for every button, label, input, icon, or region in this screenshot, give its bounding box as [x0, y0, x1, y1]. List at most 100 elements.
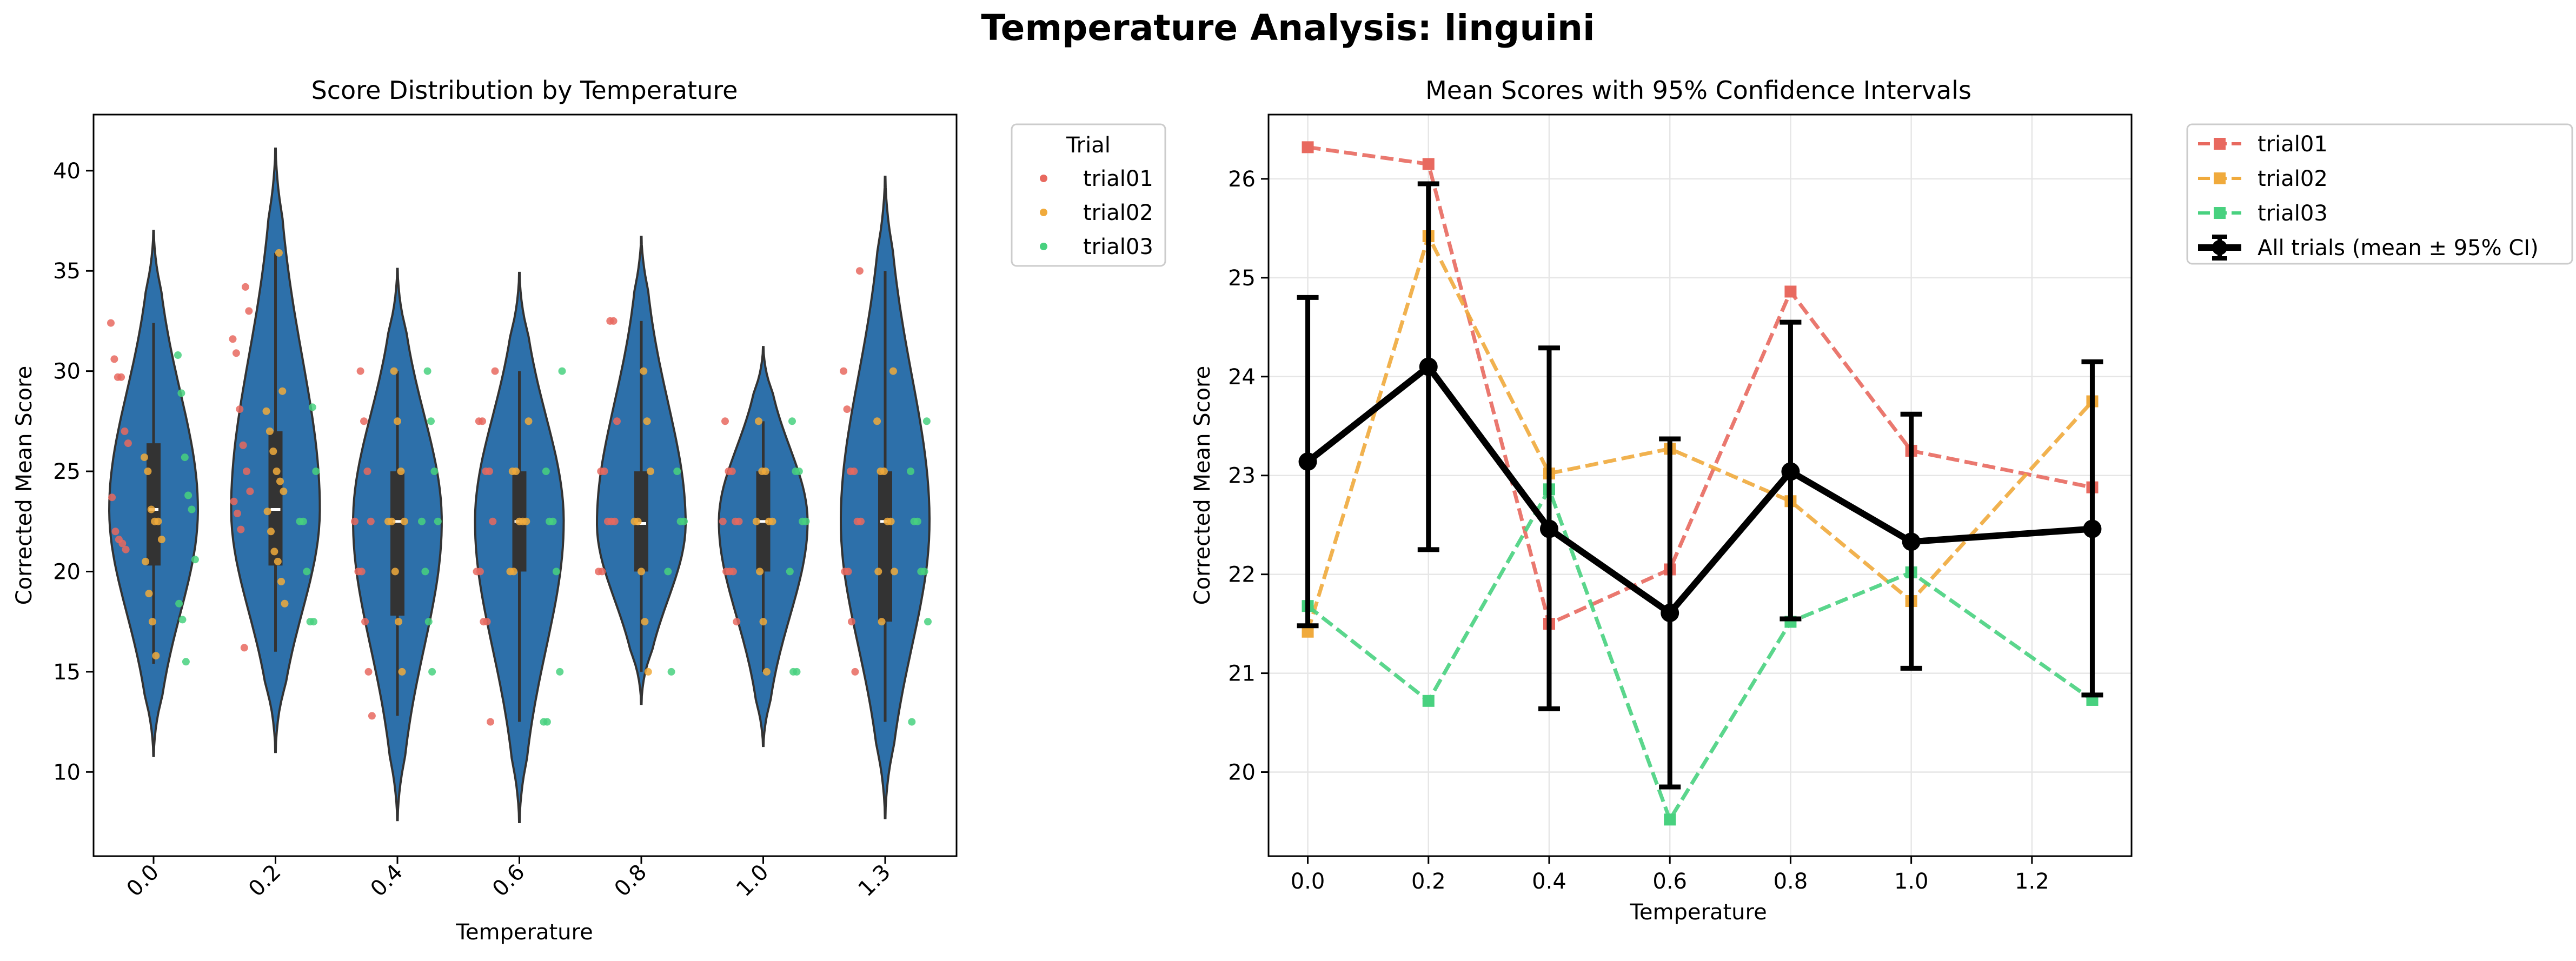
- point-trial03: [434, 517, 442, 525]
- violin-y-ticks: 10 15 20 25 30 35 40: [53, 159, 94, 785]
- point-trial02: [889, 367, 897, 375]
- legend-marker-trial02: [1040, 209, 1047, 216]
- point-trial01: [485, 468, 493, 475]
- point-trial03: [795, 468, 803, 475]
- point-trial01: [243, 468, 250, 475]
- series-marker-all: [1419, 357, 1438, 376]
- point-trial01: [609, 317, 618, 325]
- ci-legend-marker-all: [2212, 240, 2227, 255]
- violin-ytick-label: 25: [53, 459, 81, 484]
- violin-ytick-label: 35: [53, 259, 81, 284]
- point-trial01: [361, 618, 369, 626]
- point-trial03: [667, 668, 675, 676]
- ci-ytick-label: 24: [1228, 365, 1256, 390]
- violin-ytick-label: 15: [53, 660, 81, 685]
- point-trial01: [844, 568, 852, 576]
- series-marker-trial03: [1664, 813, 1676, 826]
- ci-line-chart: Mean Scores with 95% Confidence Interval…: [1190, 76, 2573, 925]
- point-trial02: [768, 517, 776, 525]
- ci-legend: trial01 trial02 trial03 All trials (mean…: [2186, 123, 2573, 265]
- point-trial01: [230, 497, 238, 505]
- point-trial01: [600, 468, 608, 475]
- point-trial02: [273, 468, 281, 475]
- point-trial03: [549, 517, 557, 525]
- point-trial02: [157, 536, 165, 544]
- point-trial03: [793, 668, 801, 676]
- violin-x-axis-label: Temperature: [455, 920, 593, 945]
- point-trial03: [424, 618, 433, 626]
- point-trial02: [395, 618, 403, 626]
- point-trial02: [262, 407, 270, 415]
- point-trial01: [848, 618, 855, 626]
- point-trial02: [643, 417, 651, 425]
- ci-xtick-label: 1.2: [2015, 869, 2049, 894]
- point-trial02: [145, 590, 153, 598]
- point-trial03: [181, 453, 189, 462]
- point-trial01: [598, 568, 606, 576]
- point-trial02: [281, 599, 289, 608]
- violin-iqr-box-1.3: [878, 471, 892, 622]
- ci-xtick-label: 0.2: [1411, 869, 1446, 894]
- ci-axis-ticks: 0.0 0.2 0.4 0.6 0.8 1.0 1.2 20 21 22 23 24 25 26: [1228, 167, 2049, 894]
- point-trial01: [357, 568, 366, 576]
- point-trial03: [908, 718, 916, 726]
- point-trial03: [543, 718, 551, 726]
- point-trial02: [277, 578, 286, 585]
- point-trial03: [427, 417, 435, 425]
- point-trial03: [786, 568, 794, 576]
- point-trial02: [878, 618, 886, 626]
- point-trial03: [423, 367, 431, 375]
- series-marker-all: [1902, 532, 1921, 551]
- point-trial02: [141, 453, 148, 462]
- point-trial01: [491, 367, 499, 375]
- point-trial01: [368, 712, 376, 720]
- point-trial03: [177, 389, 185, 397]
- point-trial02: [280, 488, 288, 496]
- ci-chart-title: Mean Scores with 95% Confidence Interval…: [1425, 76, 1971, 105]
- point-trial01: [236, 405, 244, 413]
- point-trial03: [788, 417, 796, 425]
- point-trial01: [843, 405, 851, 413]
- series-marker-all: [1781, 462, 1800, 481]
- ci-legend-label-trial02: trial02: [2258, 166, 2328, 191]
- point-trial01: [239, 441, 247, 449]
- point-trial03: [558, 367, 566, 375]
- point-trial03: [552, 568, 560, 576]
- point-trial03: [184, 491, 192, 499]
- series-marker-trial01: [1784, 285, 1797, 298]
- point-trial03: [178, 616, 187, 624]
- point-trial02: [263, 508, 271, 516]
- point-trial02: [874, 568, 882, 576]
- point-trial02: [525, 417, 533, 425]
- point-trial02: [398, 668, 406, 676]
- point-trial03: [182, 658, 190, 666]
- point-trial01: [360, 417, 368, 425]
- point-trial01: [240, 644, 248, 652]
- point-trial01: [364, 668, 373, 676]
- point-trial03: [312, 468, 320, 475]
- point-trial02: [644, 668, 652, 676]
- ci-legend-label-all: All trials (mean ± 95% CI): [2258, 236, 2539, 261]
- point-trial02: [891, 568, 898, 576]
- point-trial01: [719, 517, 727, 525]
- point-trial01: [851, 668, 859, 676]
- point-trial01: [367, 517, 375, 525]
- ci-legend-label-trial03: trial03: [2258, 201, 2328, 226]
- point-trial02: [759, 618, 767, 626]
- point-trial02: [762, 668, 771, 676]
- point-trial01: [363, 468, 371, 475]
- violin-ytick-label: 30: [53, 359, 81, 384]
- point-trial01: [110, 355, 118, 363]
- series-marker-all: [1539, 519, 1558, 538]
- series-marker-trial01: [1422, 158, 1435, 170]
- point-trial02: [400, 517, 408, 525]
- point-trial03: [191, 556, 199, 564]
- point-trial01: [610, 517, 619, 525]
- point-trial01: [850, 468, 858, 475]
- point-trial03: [907, 468, 915, 475]
- point-trial02: [638, 568, 645, 576]
- point-trial01: [840, 367, 848, 375]
- point-trial03: [664, 568, 672, 576]
- figure-title: Temperature Analysis: linguini: [981, 7, 1595, 49]
